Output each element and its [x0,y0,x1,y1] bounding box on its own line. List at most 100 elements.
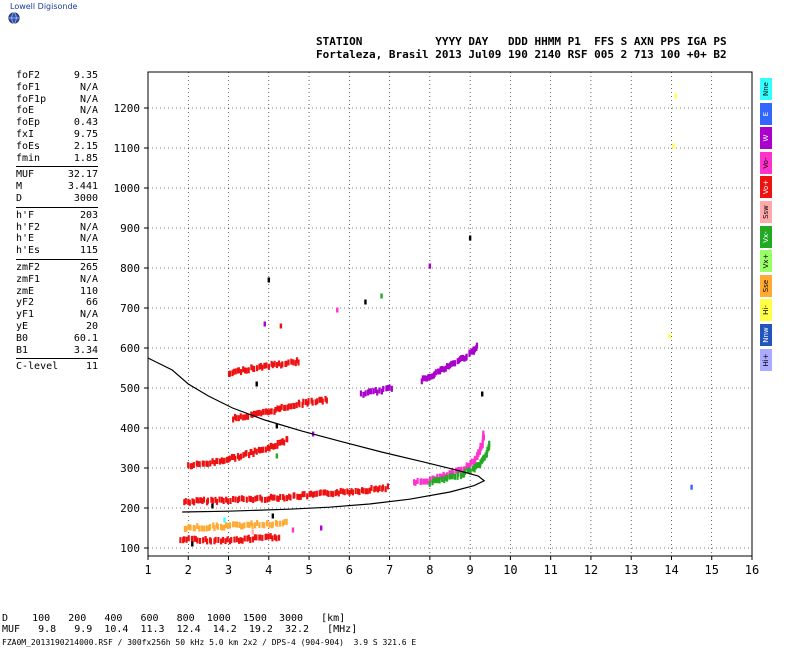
echo-mark [221,536,225,543]
echo-mark [429,476,432,483]
echo-mark [237,415,240,422]
echo-mark [473,346,477,353]
param-value: 2.15 [73,140,98,152]
echo-mark [298,401,301,408]
param-name: M [16,181,23,193]
echo-mark [193,535,196,542]
echo-mark [214,496,217,503]
echo-mark [337,490,340,497]
header-values: Fortaleza, Brasil 2013 Jul09 190 2140 RS… [316,48,727,61]
echo-mark [348,489,351,496]
echo-mark [271,535,274,542]
echo-mark [459,473,463,480]
echo-mark [339,487,342,494]
param-separator [16,258,98,260]
echo-mark [228,455,231,462]
echo-mark [190,535,194,542]
param-row: B1 3.34 [16,345,98,357]
echo-mark [285,518,288,525]
echo-mark [456,358,459,365]
echo-mark [294,360,297,367]
y-tick-label: 100 [120,542,140,555]
echo-mark [378,485,381,492]
echo-mark [216,458,219,465]
echo-point [279,323,283,329]
echo-mark [443,477,446,484]
echo-mark [207,525,211,532]
echo-mark [459,356,462,363]
legend-label: Hi+ [762,352,770,367]
echo-mark [325,397,328,404]
echo-mark [310,490,313,497]
echo-mark [433,371,436,378]
echo-mark [387,384,390,391]
echo-mark [253,522,257,529]
echo-mark [434,477,438,484]
echo-mark [315,490,318,497]
echo-mark [390,385,393,392]
param-separator [16,206,98,208]
echo-mark [378,387,381,394]
echo-mark [272,443,275,450]
echo-mark [234,455,237,462]
echo-mark [221,524,224,531]
y-tick-label: 600 [120,342,140,355]
echo-mark [261,364,264,371]
param-name: fxI [16,128,35,140]
echo-mark [189,463,192,470]
echo-mark [236,497,240,504]
echo-mark [303,491,306,498]
echo-mark [370,485,373,492]
param-name: foEs [16,140,41,152]
echo-mark [204,535,207,542]
echo-mark [270,360,273,367]
distance-row: D 100 200 400 600 800 1000 1500 3000 [km… [2,613,346,624]
echo-mark [414,479,417,486]
echo-point [672,143,675,149]
echo-point [364,299,367,305]
echo-mark [248,522,251,529]
echo-mark [473,464,476,471]
echo-mark [238,522,241,529]
echo-mark [227,456,230,463]
echo-mark [206,538,209,545]
y-tick-label: 1200 [114,102,141,115]
echo-mark [427,374,430,381]
echo-mark [290,358,293,365]
echo-point [468,235,472,241]
legend-label: Nnw [762,327,770,343]
echo-mark [461,471,464,478]
param-name: foE [16,105,35,117]
header-columns: STATION YYYY DAY DDD HHMM P1 FFS S AXN P… [316,35,727,48]
echo-mark [255,448,258,455]
echo-mark [213,525,216,532]
echo-mark [275,362,279,369]
param-row: h'E N/A [16,233,98,245]
param-value: 32.17 [67,169,98,181]
echo-mark [256,495,259,502]
echo-mark [238,495,241,502]
echo-mark [461,354,464,361]
echo-mark [472,346,475,353]
echo-point [251,529,254,535]
echo-mark [199,497,202,504]
echo-mark [230,537,233,544]
echo-mark [253,447,256,454]
echo-mark [239,537,242,544]
echo-mark [469,468,472,475]
echo-mark [451,473,454,480]
param-value: 66 [85,297,98,309]
echo-mark [241,537,244,544]
echo-mark [281,520,285,527]
echo-mark [273,494,276,501]
param-row: foEs 2.15 [16,141,98,153]
echo-mark [251,522,254,529]
echo-mark [183,499,186,506]
echo-mark [203,525,206,532]
x-tick-label: 5 [305,563,312,577]
param-value: 60.1 [73,332,98,344]
echo-mark [376,389,379,396]
echo-mark [268,521,271,528]
echo-mark [198,525,201,532]
echo-mark [243,535,246,542]
